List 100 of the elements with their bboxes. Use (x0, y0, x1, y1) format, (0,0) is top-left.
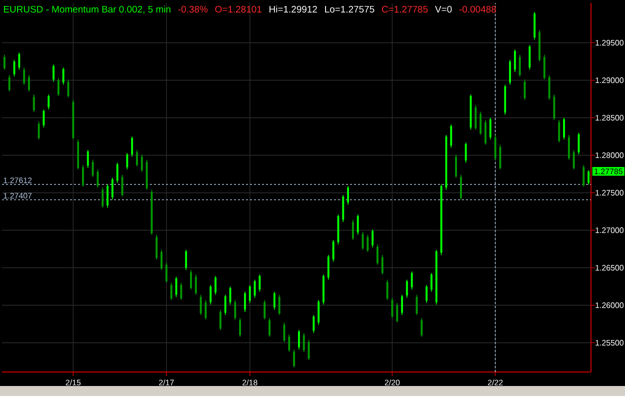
candlestick (3, 54, 6, 70)
candlestick (302, 332, 305, 352)
candlestick (194, 274, 197, 296)
candlestick (308, 339, 310, 360)
candlestick (356, 214, 359, 236)
candlestick (293, 349, 296, 368)
candlestick (67, 79, 70, 98)
candlestick (327, 254, 330, 280)
candlestick (572, 150, 575, 170)
candlestick (534, 12, 536, 40)
candlestick (126, 152, 128, 170)
candlestick (140, 154, 143, 172)
candlestick (13, 60, 16, 77)
candlestick (386, 279, 388, 300)
candlestick (38, 121, 40, 140)
candlestick (509, 60, 512, 86)
candlestick (288, 334, 290, 352)
candlestick (342, 194, 344, 222)
candlestick (224, 294, 226, 316)
candlestick (298, 330, 300, 350)
candlestick (204, 300, 207, 320)
candlestick (23, 67, 26, 86)
candlestick (102, 187, 104, 208)
candlestick (474, 104, 477, 130)
candlestick (28, 74, 30, 92)
annotation: V=0 (435, 6, 452, 13)
candlestick (558, 120, 560, 143)
candlestick (18, 52, 20, 70)
annotation: O=1.28101 (215, 6, 262, 13)
candlestick (430, 272, 432, 292)
candlestick (239, 318, 242, 338)
candlestick (273, 291, 276, 310)
candlestick (347, 186, 350, 206)
candlestick (406, 279, 408, 298)
candlestick (401, 294, 404, 316)
candlestick (180, 282, 182, 300)
annotation: C=1.27785 (382, 6, 428, 13)
candlestick (582, 164, 585, 188)
annotation: Hi=1.29912 (270, 6, 317, 13)
candlestick (563, 117, 565, 140)
candlestick (86, 150, 89, 168)
candlestick (219, 309, 222, 330)
candlestick (42, 109, 45, 128)
candlestick (136, 150, 138, 167)
candlestick (410, 271, 413, 290)
candlestick (170, 282, 172, 300)
annotation: Lo=1.27575 (325, 6, 374, 13)
candlestick (489, 117, 492, 140)
candlestick (426, 284, 428, 304)
candlestick (48, 94, 50, 110)
candlestick (352, 219, 354, 240)
candlestick (52, 64, 55, 82)
candlestick (96, 169, 99, 188)
candlestick (332, 240, 334, 262)
candlestick (258, 274, 261, 292)
candlestick (528, 44, 531, 70)
candlestick (514, 49, 516, 72)
candlestick (278, 294, 280, 316)
candlestick (568, 134, 570, 160)
candlestick (254, 279, 256, 298)
candlestick (116, 162, 118, 184)
candlestick (190, 270, 192, 290)
candlestick (553, 94, 556, 120)
candlestick (588, 170, 590, 185)
candlestick (499, 144, 502, 170)
candlestick (8, 74, 10, 92)
candlestick (156, 234, 158, 260)
candlestick (32, 94, 35, 112)
candlestick (464, 142, 467, 164)
candlestick (381, 254, 384, 275)
candlestick (450, 124, 452, 148)
candlestick (268, 318, 270, 338)
candlestick (391, 297, 394, 318)
candlestick (200, 294, 202, 316)
candlestick (460, 174, 462, 200)
candlestick (480, 111, 482, 136)
candlestick (396, 302, 398, 323)
candlestick (455, 154, 458, 178)
candlestick (82, 164, 84, 188)
candlestick (160, 249, 163, 270)
candlestick (165, 262, 168, 284)
candlestick (234, 300, 236, 320)
candlestick (185, 249, 188, 270)
candlestick (494, 134, 496, 160)
candlestick (362, 231, 364, 250)
candlestick (111, 177, 114, 200)
candlestick (62, 67, 64, 86)
candlestick (106, 184, 109, 208)
candlestick (248, 284, 251, 304)
candlestick (420, 318, 423, 338)
candlestick (131, 136, 134, 158)
candlestick (543, 54, 546, 80)
candlestick (376, 244, 378, 266)
chart-title: EURUSD - Momentum Bar 0.002, 5 min (4, 6, 170, 14)
annotation: -0.38% (178, 6, 208, 13)
candlestick (210, 284, 212, 305)
candlestick (312, 314, 315, 334)
candlestick (484, 120, 486, 146)
candlestick (264, 300, 266, 320)
candlestick (318, 300, 320, 326)
